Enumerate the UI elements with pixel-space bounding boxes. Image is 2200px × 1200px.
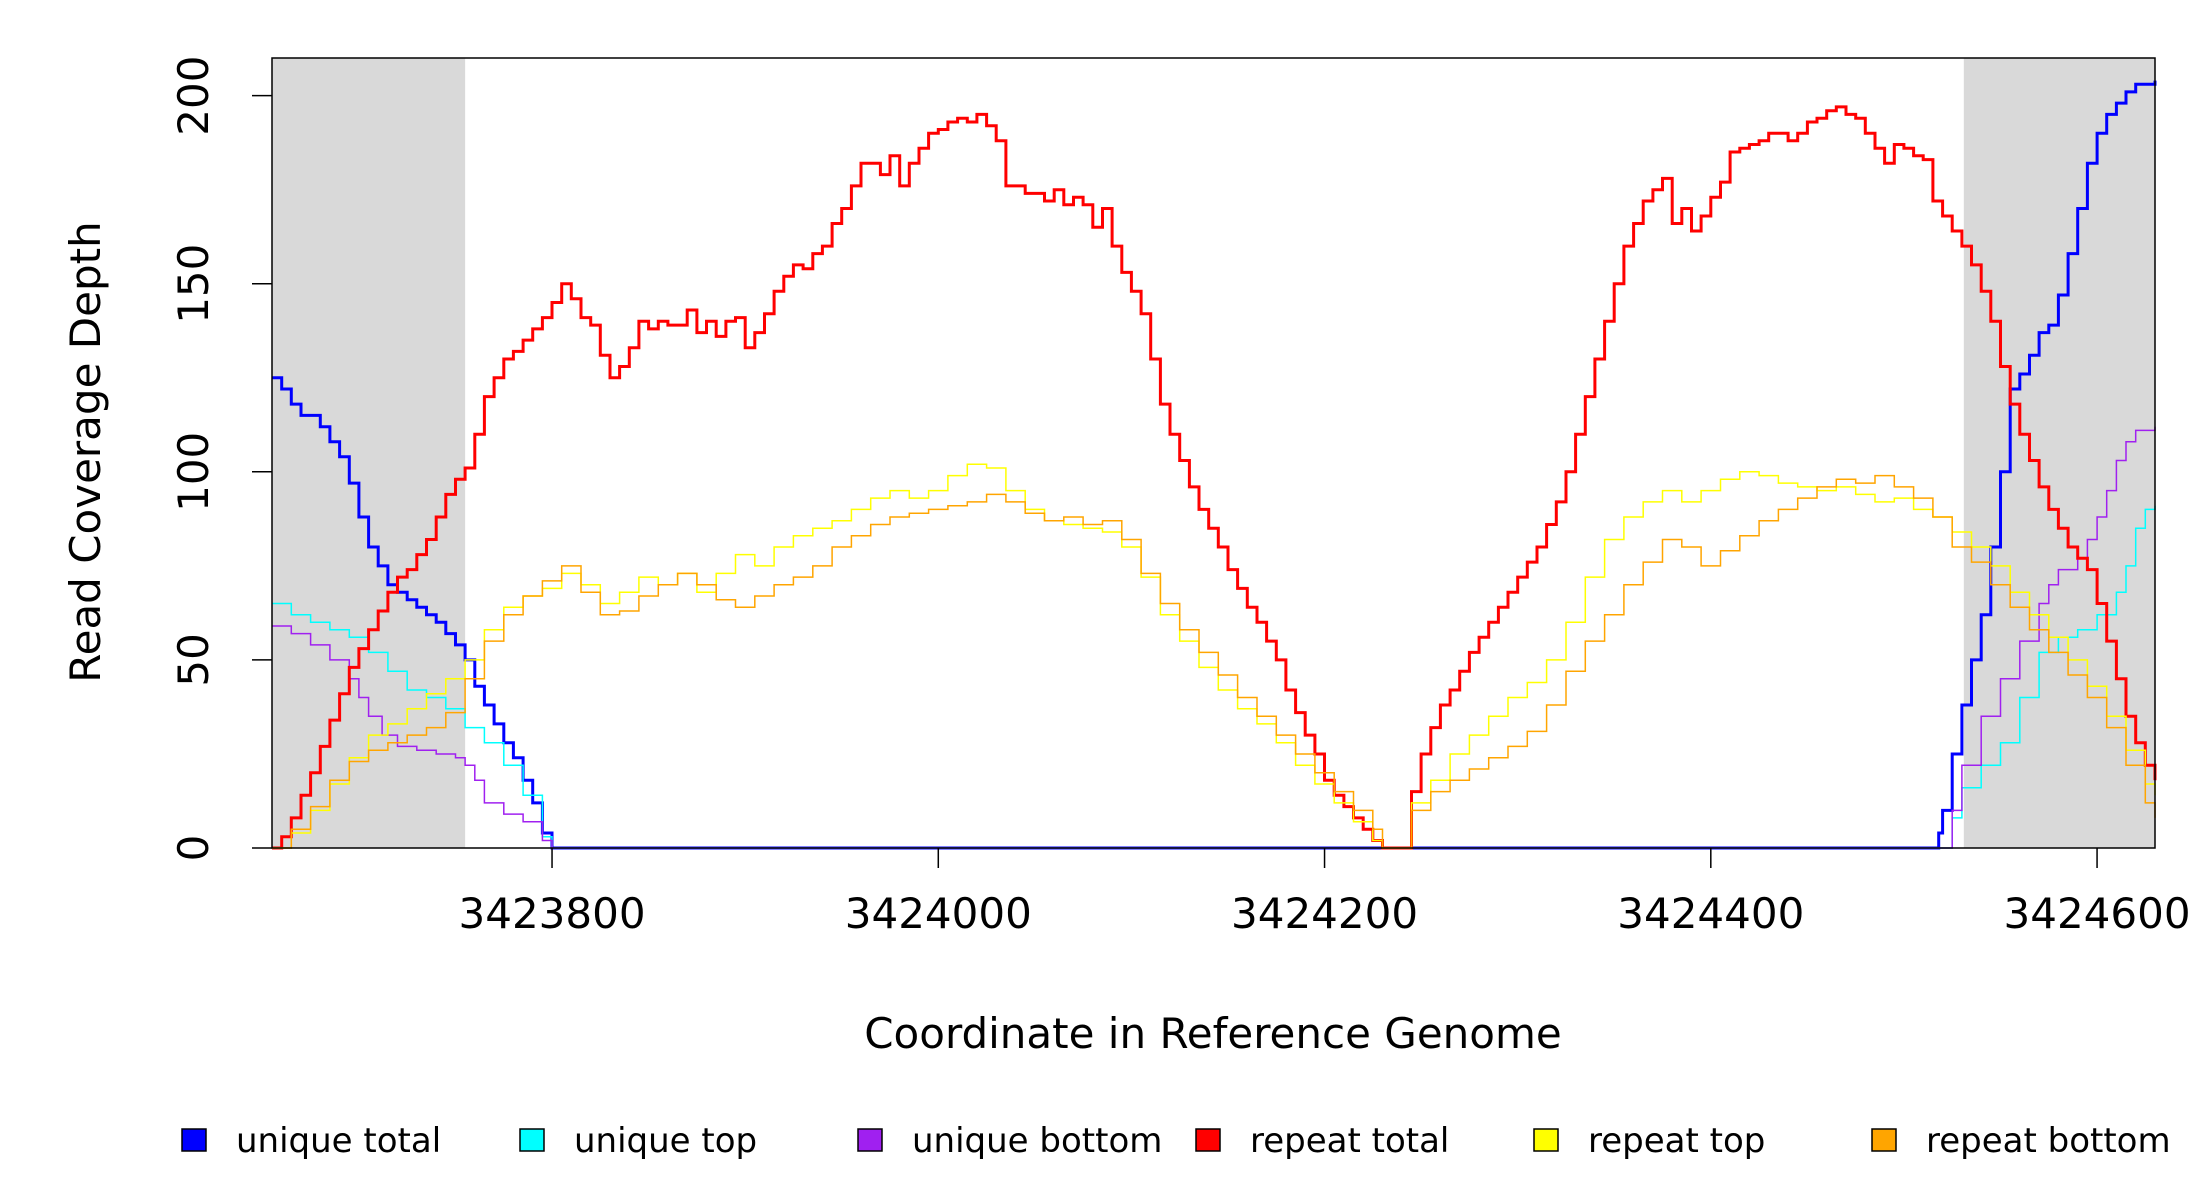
y-tick-label: 150 — [169, 244, 218, 324]
legend-item-unique-bottom: unique bottom — [857, 1121, 1162, 1161]
series-unique-bottom — [272, 426, 2156, 849]
x-tick-label: 3424600 — [2004, 889, 2191, 938]
legend-swatch — [1195, 1128, 1221, 1152]
x-tick-label: 3424200 — [1231, 889, 1418, 938]
legend-item-unique-top: unique top — [519, 1121, 757, 1161]
legend-swatch — [857, 1128, 883, 1152]
legend-swatch — [1871, 1128, 1897, 1152]
legend: unique total unique top unique bottom repea… — [181, 1121, 2171, 1161]
y-axis: 0 50 100 150 200 — [169, 56, 272, 862]
legend-item-unique-total: unique total — [181, 1121, 441, 1161]
legend-label: repeat total — [1250, 1121, 1449, 1161]
y-tick-label: 200 — [169, 56, 218, 136]
legend-swatch — [181, 1128, 207, 1152]
series-lines — [272, 80, 2157, 850]
legend-label: unique bottom — [912, 1121, 1162, 1161]
x-tick-label: 3424000 — [845, 889, 1032, 938]
y-tick-label: 100 — [169, 432, 218, 512]
shaded-region-1 — [272, 58, 466, 848]
legend-swatch — [1533, 1128, 1559, 1152]
series-unique-top — [272, 505, 2156, 849]
plot-frame — [271, 57, 2156, 849]
x-tick-label: 3423800 — [459, 889, 646, 938]
legend-label: unique total — [236, 1121, 441, 1161]
legend-label: unique top — [574, 1121, 757, 1161]
legend-item-repeat-top: repeat top — [1533, 1121, 1765, 1161]
legend-swatch — [519, 1128, 545, 1152]
y-axis-label: Read Coverage Depth — [61, 221, 110, 682]
x-tick-label: 3424400 — [1617, 889, 1804, 938]
legend-label: repeat bottom — [1926, 1121, 2171, 1161]
series-repeat-bottom — [272, 474, 2156, 849]
series-repeat-total — [272, 105, 2157, 850]
legend-item-repeat-total: repeat total — [1195, 1121, 1449, 1161]
shaded-regions — [272, 58, 2155, 848]
legend-label: repeat top — [1588, 1121, 1765, 1161]
series-unique-total — [272, 80, 2157, 850]
y-tick-label: 50 — [169, 633, 218, 686]
x-axis-label: Coordinate in Reference Genome — [864, 1009, 1562, 1058]
y-tick-label: 0 — [169, 835, 218, 862]
legend-item-repeat-bottom: repeat bottom — [1871, 1121, 2171, 1161]
x-axis: 3423800 3424000 3424200 3424400 3424600 — [459, 848, 2191, 938]
series-repeat-top — [272, 463, 2156, 849]
